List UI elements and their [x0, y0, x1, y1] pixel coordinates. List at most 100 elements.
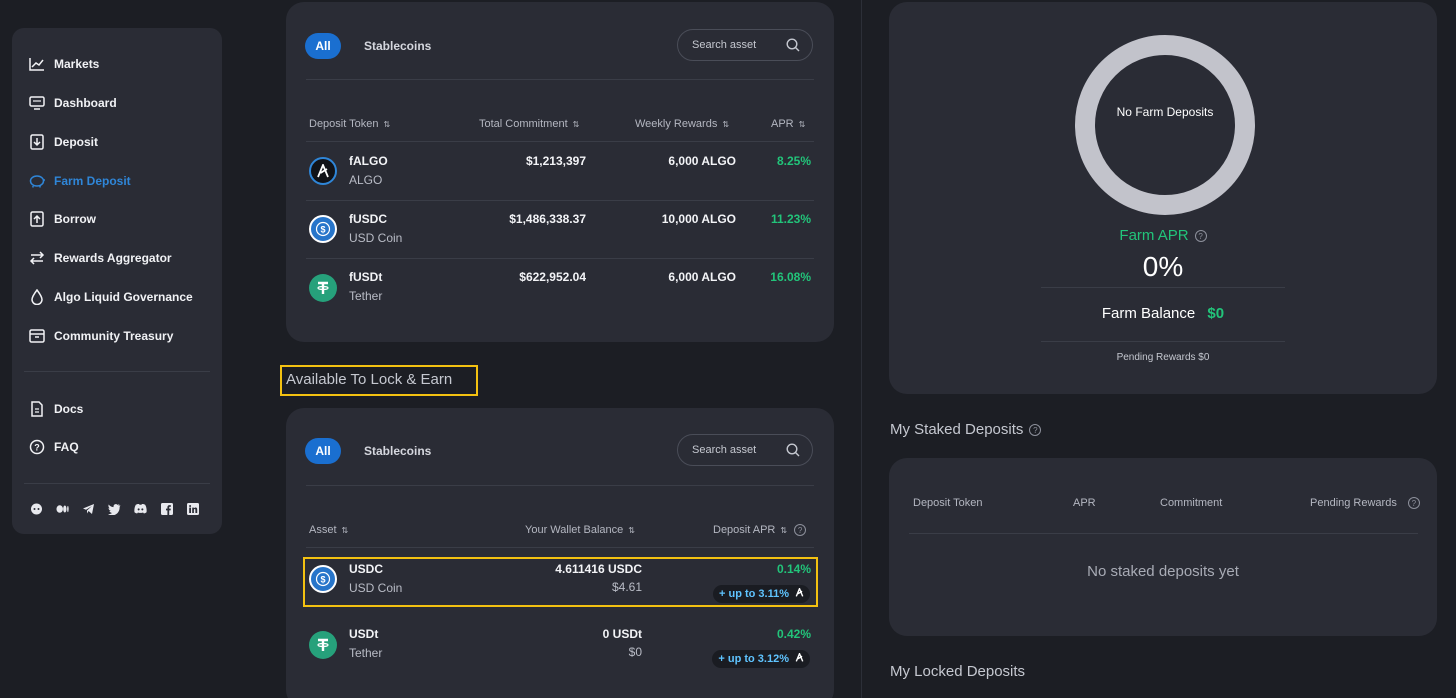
divider — [306, 141, 814, 142]
section-title-available-to-lock: Available To Lock & Earn — [286, 371, 453, 388]
search-icon — [786, 443, 800, 460]
apr-value: 8.25% — [776, 154, 811, 168]
deposit-apr: 0.14% — [776, 562, 811, 576]
sidebar-item-faq[interactable]: ? FAQ — [28, 436, 79, 458]
search-placeholder: Search asset — [692, 444, 757, 456]
algo-icon — [795, 651, 804, 665]
sidebar-item-borrow[interactable]: Borrow — [28, 208, 96, 230]
staked-deposits-panel: Deposit Token APR Commitment Pending Rew… — [889, 458, 1437, 636]
column-header-deposit-token: Deposit Token — [913, 497, 983, 509]
sidebar-item-algo-liquid-governance[interactable]: Algo Liquid Governance — [28, 286, 193, 308]
token-subtitle: ALGO — [349, 173, 383, 187]
sidebar: Markets Dashboard Deposit Farm Deposit B… — [12, 28, 222, 534]
sort-icon: ⇅ — [341, 525, 349, 535]
sidebar-item-dashboard[interactable]: Dashboard — [28, 92, 117, 114]
tab-all[interactable]: All — [305, 438, 341, 464]
sidebar-item-label: Deposit — [54, 135, 99, 149]
section-title-locked: My Locked Deposits — [890, 663, 1026, 680]
divider — [1041, 341, 1285, 342]
divider — [306, 547, 814, 548]
column-header-asset[interactable]: Asset ⇅ — [309, 524, 349, 536]
farm-apr-value: 0% — [1142, 251, 1184, 282]
boost-text: + up to 3.12% — [718, 653, 789, 665]
total-commitment: $1,486,338.37 — [509, 212, 586, 226]
column-header-commitment: Commitment — [1160, 497, 1223, 509]
search-placeholder: Search asset — [692, 39, 757, 51]
tether-icon — [309, 274, 337, 302]
facebook-icon[interactable] — [160, 502, 173, 515]
weekly-rewards: 10,000 ALGO — [661, 212, 736, 226]
farm-deposit-table-panel: All Stablecoins Search asset Deposit Tok… — [286, 2, 834, 342]
reddit-icon[interactable] — [30, 502, 43, 515]
farm-balance: Farm Balance $0 — [1101, 305, 1225, 322]
column-divider — [861, 0, 862, 698]
usdc-icon: $ — [309, 215, 337, 243]
lock-earn-table-panel: All Stablecoins Search asset Asset ⇅ Your… — [286, 408, 834, 698]
sidebar-divider — [24, 483, 210, 484]
treasury-icon — [28, 327, 46, 345]
sidebar-item-label: Dashboard — [54, 96, 117, 110]
sort-icon: ⇅ — [780, 525, 788, 535]
telegram-icon[interactable] — [82, 502, 95, 515]
sidebar-item-markets[interactable]: Markets — [28, 53, 99, 75]
sidebar-item-deposit[interactable]: Deposit — [28, 131, 98, 153]
sidebar-item-rewards-aggregator[interactable]: Rewards Aggregator — [28, 247, 172, 269]
chart-line-icon — [28, 55, 46, 73]
column-header-pending-rewards: Pending Rewards? — [1310, 497, 1420, 509]
boost-badge[interactable]: + up to 3.12% — [712, 650, 810, 668]
sidebar-item-label: FAQ — [54, 440, 79, 454]
sidebar-item-farm-deposit[interactable]: Farm Deposit — [28, 170, 131, 192]
column-header-weekly-rewards[interactable]: Weekly Rewards ⇅ — [635, 118, 730, 130]
boost-badge[interactable]: + up to 3.11% — [713, 585, 810, 603]
info-icon: ? — [794, 524, 807, 536]
wallet-balance: 0 USDt — [602, 627, 642, 641]
column-header-wallet-balance[interactable]: Your Wallet Balance ⇅ — [525, 524, 635, 536]
sidebar-item-label: Community Treasury — [54, 329, 174, 343]
column-header-deposit-apr[interactable]: Deposit APR ⇅? — [713, 524, 807, 536]
algo-icon — [309, 157, 337, 185]
search-icon — [786, 38, 800, 55]
farm-balance-value: $0 — [1207, 305, 1225, 322]
tab-all[interactable]: All — [305, 33, 341, 59]
linkedin-icon[interactable] — [186, 502, 199, 515]
svg-text:$: $ — [320, 575, 325, 585]
discord-icon[interactable] — [134, 502, 147, 515]
divider — [306, 79, 814, 80]
info-icon[interactable]: ? — [1194, 230, 1207, 243]
tab-stablecoins[interactable]: Stablecoins — [364, 39, 432, 53]
sort-icon: ⇅ — [798, 119, 806, 129]
borrow-icon — [28, 210, 46, 228]
section-title-staked: My Staked Deposits? — [890, 421, 1042, 438]
drop-icon — [28, 288, 46, 306]
medium-icon[interactable] — [56, 502, 69, 515]
svg-text:$: $ — [320, 225, 325, 235]
info-icon[interactable]: ? — [1029, 424, 1042, 437]
search-input[interactable]: Search asset — [677, 434, 813, 466]
sidebar-item-docs[interactable]: Docs — [28, 398, 83, 420]
apr-value: 16.08% — [770, 270, 811, 284]
ring-label: No Farm Deposits — [1116, 105, 1214, 119]
sort-icon: ⇅ — [572, 119, 580, 129]
svg-text:?: ? — [34, 443, 40, 453]
token-name: fALGO — [349, 154, 388, 168]
divider — [909, 533, 1418, 534]
sort-icon: ⇅ — [628, 525, 635, 535]
swap-arrows-icon — [28, 249, 46, 267]
search-input[interactable]: Search asset — [677, 29, 813, 61]
wallet-balance-usd: $0 — [628, 645, 642, 659]
sidebar-item-community-treasury[interactable]: Community Treasury — [28, 325, 173, 347]
tab-stablecoins[interactable]: Stablecoins — [364, 444, 432, 458]
farm-summary-panel: No Farm Deposits Farm APR? 0% Farm Balan… — [889, 2, 1437, 394]
weekly-rewards: 6,000 ALGO — [668, 154, 736, 168]
row-highlight — [303, 557, 818, 607]
column-header-deposit-token[interactable]: Deposit Token ⇅ — [309, 118, 391, 130]
token-subtitle: USD Coin — [349, 231, 403, 245]
pending-rewards: Pending Rewards $0 — [1116, 352, 1210, 363]
asset-subtitle: USD Coin — [349, 581, 403, 595]
column-header-total-commitment[interactable]: Total Commitment ⇅ — [479, 118, 580, 130]
sort-icon: ⇅ — [722, 119, 730, 129]
sidebar-item-label: Farm Deposit — [54, 174, 131, 188]
info-icon[interactable]: ? — [1407, 497, 1420, 509]
column-header-apr[interactable]: APR ⇅ — [771, 118, 806, 130]
twitter-icon[interactable] — [108, 502, 121, 515]
